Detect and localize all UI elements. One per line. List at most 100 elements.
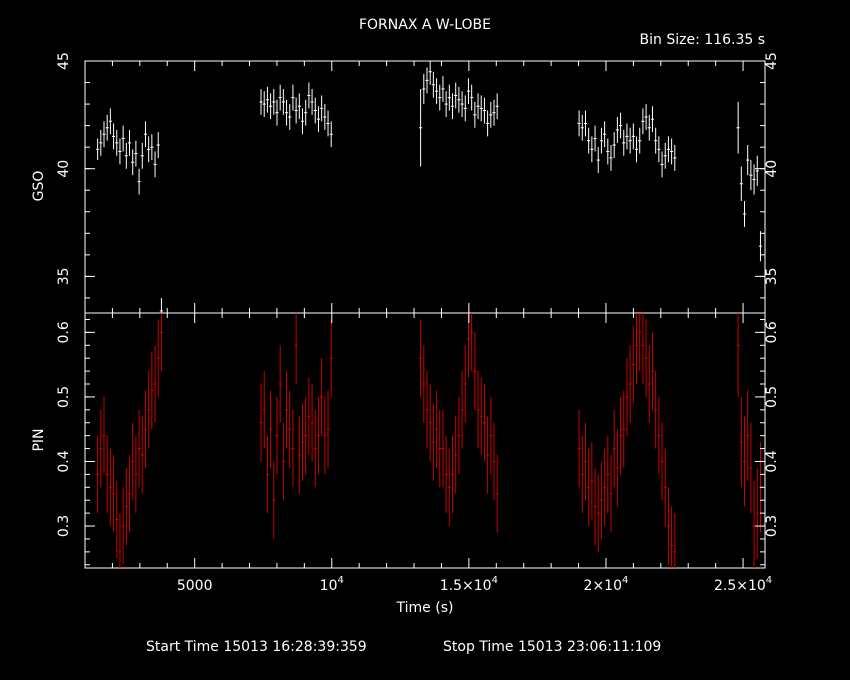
pin-data-point [463,345,467,423]
plot-frames [84,60,766,569]
gso-data-point [108,108,112,135]
pin-data-point [466,313,471,378]
pin-data-point [316,396,321,475]
pin-data-point [105,435,109,514]
gso-data-point [153,151,157,178]
gso-data-point [422,73,426,105]
y-tick-label-pin: 0.6 [56,321,72,343]
pin-data-point [269,390,273,468]
gso-data-point [644,104,648,130]
gso-data-point [473,101,477,128]
gso-data-point [612,132,616,158]
x-tick-label: 2×104 [584,575,629,594]
gso-data-point [278,84,282,111]
gso-data-point [99,129,103,156]
pin-data-point [102,396,106,475]
pin-data-point [441,409,445,488]
x-tick-label: 1.5×104 [440,575,498,594]
gso-data-point [159,297,164,313]
pin-data-point [320,358,324,436]
gso-data-point [300,108,305,135]
pin-data-point [654,371,658,449]
pin-data-point [281,422,285,501]
gso-data-point [479,95,483,122]
gso-data-point [755,155,759,186]
pin-data-point [297,416,301,494]
gso-data-point [272,89,276,115]
pin-data-point [265,435,270,514]
gso-data-point [115,129,119,156]
gso-data-point [329,121,333,148]
bin-size-label: Bin Size: 116.35 s [640,32,765,48]
gso-data-point [752,164,756,195]
pin-data-point [638,313,642,372]
pin-data-point [313,409,317,488]
gso-data-point [291,84,295,111]
pin-data-point [650,332,655,410]
gso-data-point [275,99,279,126]
y-tick-label-pin: 0.4 [56,450,72,472]
pin-data-point [294,313,298,385]
pin-data-point [288,390,292,468]
gso-data-point [102,121,106,148]
pin-data-point [304,396,308,475]
gso-data-point [618,112,623,139]
pin-data-point [111,455,116,533]
chart-title: FORNAX A W-LOBE [359,17,491,33]
pin-data-point [121,487,125,565]
y-tick-label-right-gso: 40 [764,160,780,178]
gso-data-point [307,82,311,109]
pin-data-point [143,390,148,468]
pin-data-point [587,448,591,527]
pin-data-point [670,506,674,568]
pin-data-point [641,313,645,385]
pin-data-point [492,422,496,501]
gso-data-point [593,125,597,152]
gso-data-point [673,145,677,171]
gso-data-point [606,138,610,165]
pin-data-point [609,455,613,533]
y-tick-label-right-gso: 45 [764,52,780,70]
pin-data-point [739,396,743,488]
gso-data-point [127,129,132,156]
gso-data-point [460,91,464,117]
y-tick-label-gso: 40 [56,160,72,178]
gso-data-point [492,99,496,126]
pin-data-point [137,409,141,488]
gso-data-point [654,127,658,154]
pin-data-point [755,467,759,559]
pin-data-point [752,480,756,568]
y-tick-label-pin: 0.3 [56,515,72,537]
pin-data-point [275,396,279,475]
pin-data-point [628,345,632,423]
pin-data-point [470,313,474,372]
gso-data-point [124,142,128,169]
gso-data-point [463,95,467,122]
pin-panel-frame [84,312,766,569]
gso-data-point [742,201,747,227]
gso-data-point [641,108,645,135]
pin-data-point [612,409,616,488]
axes: 35 35 40 40 45 45 0.3 0.3 0.4 0.4 0.5 0.5 0.6 0.6 5000… [56,52,780,594]
gso-data-point [638,127,642,154]
gso-data-point [670,138,674,165]
pin-data-point [625,358,629,436]
pin-data-point [749,422,753,514]
pin-data-point [259,384,263,462]
pin-data-point [147,371,151,449]
gso-data-point [625,123,629,150]
gso-data-point [631,123,635,150]
pin-data-point [307,377,311,456]
gso-data-point [495,93,499,120]
pin-data-point [284,371,289,449]
gso-data-point [297,93,301,120]
gso-data-point [431,71,435,98]
pin-data-point [599,461,604,539]
pin-data-point [660,422,664,501]
gso-data-point [441,76,445,102]
pin-data-point [618,396,623,475]
gso-data-point [457,86,461,113]
gso-data-point [603,121,607,148]
pin-data-point [736,313,740,397]
gso-data-point [736,101,740,154]
